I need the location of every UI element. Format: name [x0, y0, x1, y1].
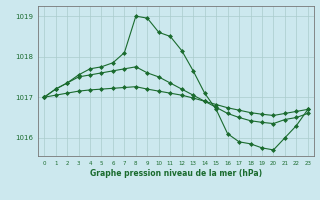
X-axis label: Graphe pression niveau de la mer (hPa): Graphe pression niveau de la mer (hPa)	[90, 169, 262, 178]
